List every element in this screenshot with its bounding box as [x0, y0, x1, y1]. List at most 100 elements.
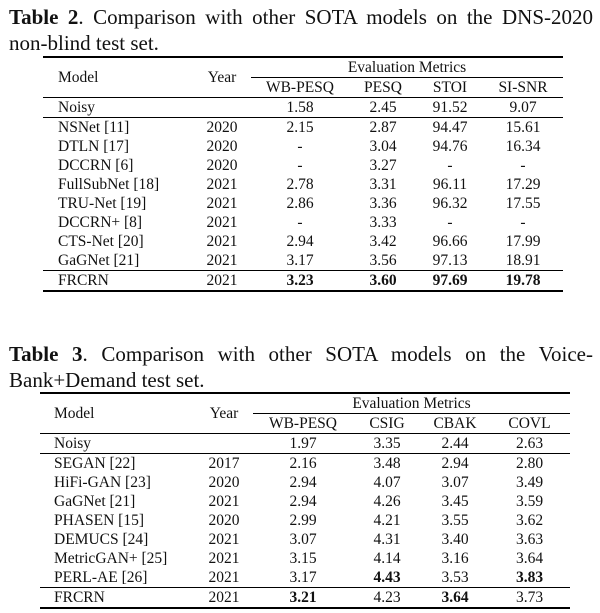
table2-cell: 97.69 — [417, 270, 483, 292]
table3-row: GaGNet [21] 2021 2.94 4.26 3.45 3.59 — [40, 492, 570, 511]
table3-cell: MetricGAN+ [25] — [54, 550, 168, 567]
table2-cell: DCCRN [6] — [58, 157, 134, 174]
table2-cell: GaGNet [21] — [58, 252, 140, 269]
table3-cell: 3.45 — [441, 493, 469, 510]
table3-cell: 2.44 — [421, 433, 489, 454]
table3-cell: SEGAN [22] — [40, 453, 195, 473]
table3-cell: PERL-AE [26] — [54, 569, 148, 586]
table2-cell: 97.13 — [432, 252, 468, 269]
table2-cell: FRCRN — [43, 270, 193, 292]
table2-cell: 96.66 — [432, 233, 468, 250]
table2-final-row: FRCRN 2021 3.23 3.60 97.69 19.78 — [43, 270, 563, 292]
table3-cell: GaGNet [21] — [54, 493, 136, 510]
table2-cell: 2.86 — [286, 195, 314, 212]
table2-cell: 19.78 — [483, 270, 563, 292]
table2-header-metric: SI-SNR — [498, 79, 548, 96]
table3-header-metric: CSIG — [369, 415, 405, 432]
table2-cell: DTLN [17] — [58, 138, 130, 155]
table2-cell: - — [447, 157, 453, 174]
table2-cell: 3.27 — [369, 157, 397, 174]
table3-noisy-row: Noisy 1.97 3.35 2.44 2.63 — [40, 433, 570, 454]
table2-cell: 2020 — [206, 157, 238, 174]
table3-cell: 3.62 — [515, 512, 544, 529]
table2-caption-text: . Comparison with other SOTA models on t… — [9, 5, 593, 55]
table3-cell: 2021 — [208, 550, 240, 567]
table2-cell: 96.11 — [432, 176, 468, 193]
table2-cell: 16.34 — [505, 138, 541, 155]
table3: Model Year Evaluation Metrics WB-PESQ CS… — [40, 392, 570, 609]
table2-cell: 2021 — [206, 252, 238, 269]
table3-cell: 3.15 — [289, 550, 317, 567]
table3-row: PERL-AE [26] 2021 3.17 4.43 3.53 3.83 — [40, 568, 570, 588]
table2-cell: 96.32 — [432, 195, 468, 212]
table2-header-metric: WB-PESQ — [265, 79, 335, 96]
table2-cell: 17.99 — [505, 233, 541, 250]
table3-cell: Noisy — [40, 433, 195, 454]
table2-cell: 2.87 — [349, 117, 417, 137]
table2-cell: 18.91 — [505, 252, 541, 269]
table2-cell: - — [297, 214, 303, 231]
table2-cell: 3.04 — [369, 138, 397, 155]
table2-cell: 3.56 — [369, 252, 397, 269]
table3-cell: 1.97 — [253, 433, 353, 454]
table2-cell: 17.55 — [505, 195, 541, 212]
table2-cell: - — [297, 157, 303, 174]
table3-cell: 4.43 — [373, 569, 401, 586]
table2: Model Year Evaluation Metrics WB-PESQ PE… — [43, 56, 563, 292]
table3-cell: 2.63 — [489, 433, 570, 454]
table3-final-row: FRCRN 2021 3.21 4.23 3.64 3.73 — [40, 587, 570, 609]
table2-cell: 2021 — [206, 233, 238, 250]
table2-cell: 3.42 — [369, 233, 397, 250]
table2-cell: 3.31 — [369, 176, 397, 193]
table2-cell: 3.33 — [369, 214, 397, 231]
table3-cell: 3.59 — [515, 493, 544, 510]
table2-caption-label: Table 2 — [9, 5, 79, 29]
table3-header-model: Model — [40, 392, 195, 434]
table3-header-metric: CBAK — [433, 415, 477, 432]
table2-cell: CTS-Net [20] — [58, 233, 144, 250]
table3-cell: 3.49 — [515, 474, 544, 491]
table3-cell: 3.64 — [421, 587, 489, 609]
table2-cell: 2020 — [193, 117, 251, 137]
table3-cell: 3.83 — [515, 569, 544, 586]
table2-row: DTLN [17] 2020 - 3.04 94.76 16.34 — [43, 137, 563, 156]
table3-cell: 4.26 — [373, 493, 401, 510]
table2-cell: FullSubNet [18] — [58, 176, 160, 193]
table2-cell: 2.45 — [349, 97, 417, 118]
table3-cell: 2.80 — [489, 453, 570, 473]
table3-cell: 4.23 — [353, 587, 421, 609]
table2-row: NSNet [11] 2020 2.15 2.87 94.47 15.61 — [43, 117, 563, 137]
table2-cell — [193, 97, 251, 118]
table2-cell: NSNet [11] — [43, 117, 193, 137]
table2-cell: 2021 — [193, 270, 251, 292]
table3-row: MetricGAN+ [25] 2021 3.15 4.14 3.16 3.64 — [40, 549, 570, 568]
table3-cell: 3.48 — [353, 453, 421, 473]
table3-cell: FRCRN — [40, 587, 195, 609]
table2-cell: 2021 — [206, 214, 238, 231]
table3-row: HiFi-GAN [23] 2020 2.94 4.07 3.07 3.49 — [40, 473, 570, 492]
table2-cell: - — [520, 157, 526, 174]
table3-cell: DEMUCS [24] — [54, 531, 149, 548]
table2-row: DCCRN+ [8] 2021 - 3.33 - - — [43, 213, 563, 232]
table2-cell: 3.36 — [369, 195, 397, 212]
table3-header-metric: WB-PESQ — [268, 415, 338, 432]
table2-header-group: Evaluation Metrics — [251, 56, 563, 78]
table3-cell: 3.17 — [289, 569, 317, 586]
table2-cell: 2.15 — [251, 117, 349, 137]
table2-row: FullSubNet [18] 2021 2.78 3.31 96.11 17.29 — [43, 175, 563, 194]
table3-cell: PHASEN [15] — [54, 512, 144, 529]
table3-cell — [195, 433, 253, 454]
table3-cell: 2021 — [208, 569, 240, 586]
table3-caption-label: Table 3 — [9, 342, 83, 366]
table3-row: DEMUCS [24] 2021 3.07 4.31 3.40 3.63 — [40, 530, 570, 549]
table2-cell: 9.07 — [483, 97, 563, 118]
table2-header-model: Model — [43, 56, 193, 98]
table3-cell: 3.16 — [441, 550, 469, 567]
table2-cell: 2021 — [206, 176, 238, 193]
table3-header-metric: COVL — [508, 415, 551, 432]
table3-row: SEGAN [22] 2017 2.16 3.48 2.94 2.80 — [40, 453, 570, 473]
table2-cell: 3.60 — [349, 270, 417, 292]
table3-cell: 2021 — [208, 531, 240, 548]
table2-cell: 2.78 — [286, 176, 314, 193]
table3-cell: 2021 — [195, 587, 253, 609]
